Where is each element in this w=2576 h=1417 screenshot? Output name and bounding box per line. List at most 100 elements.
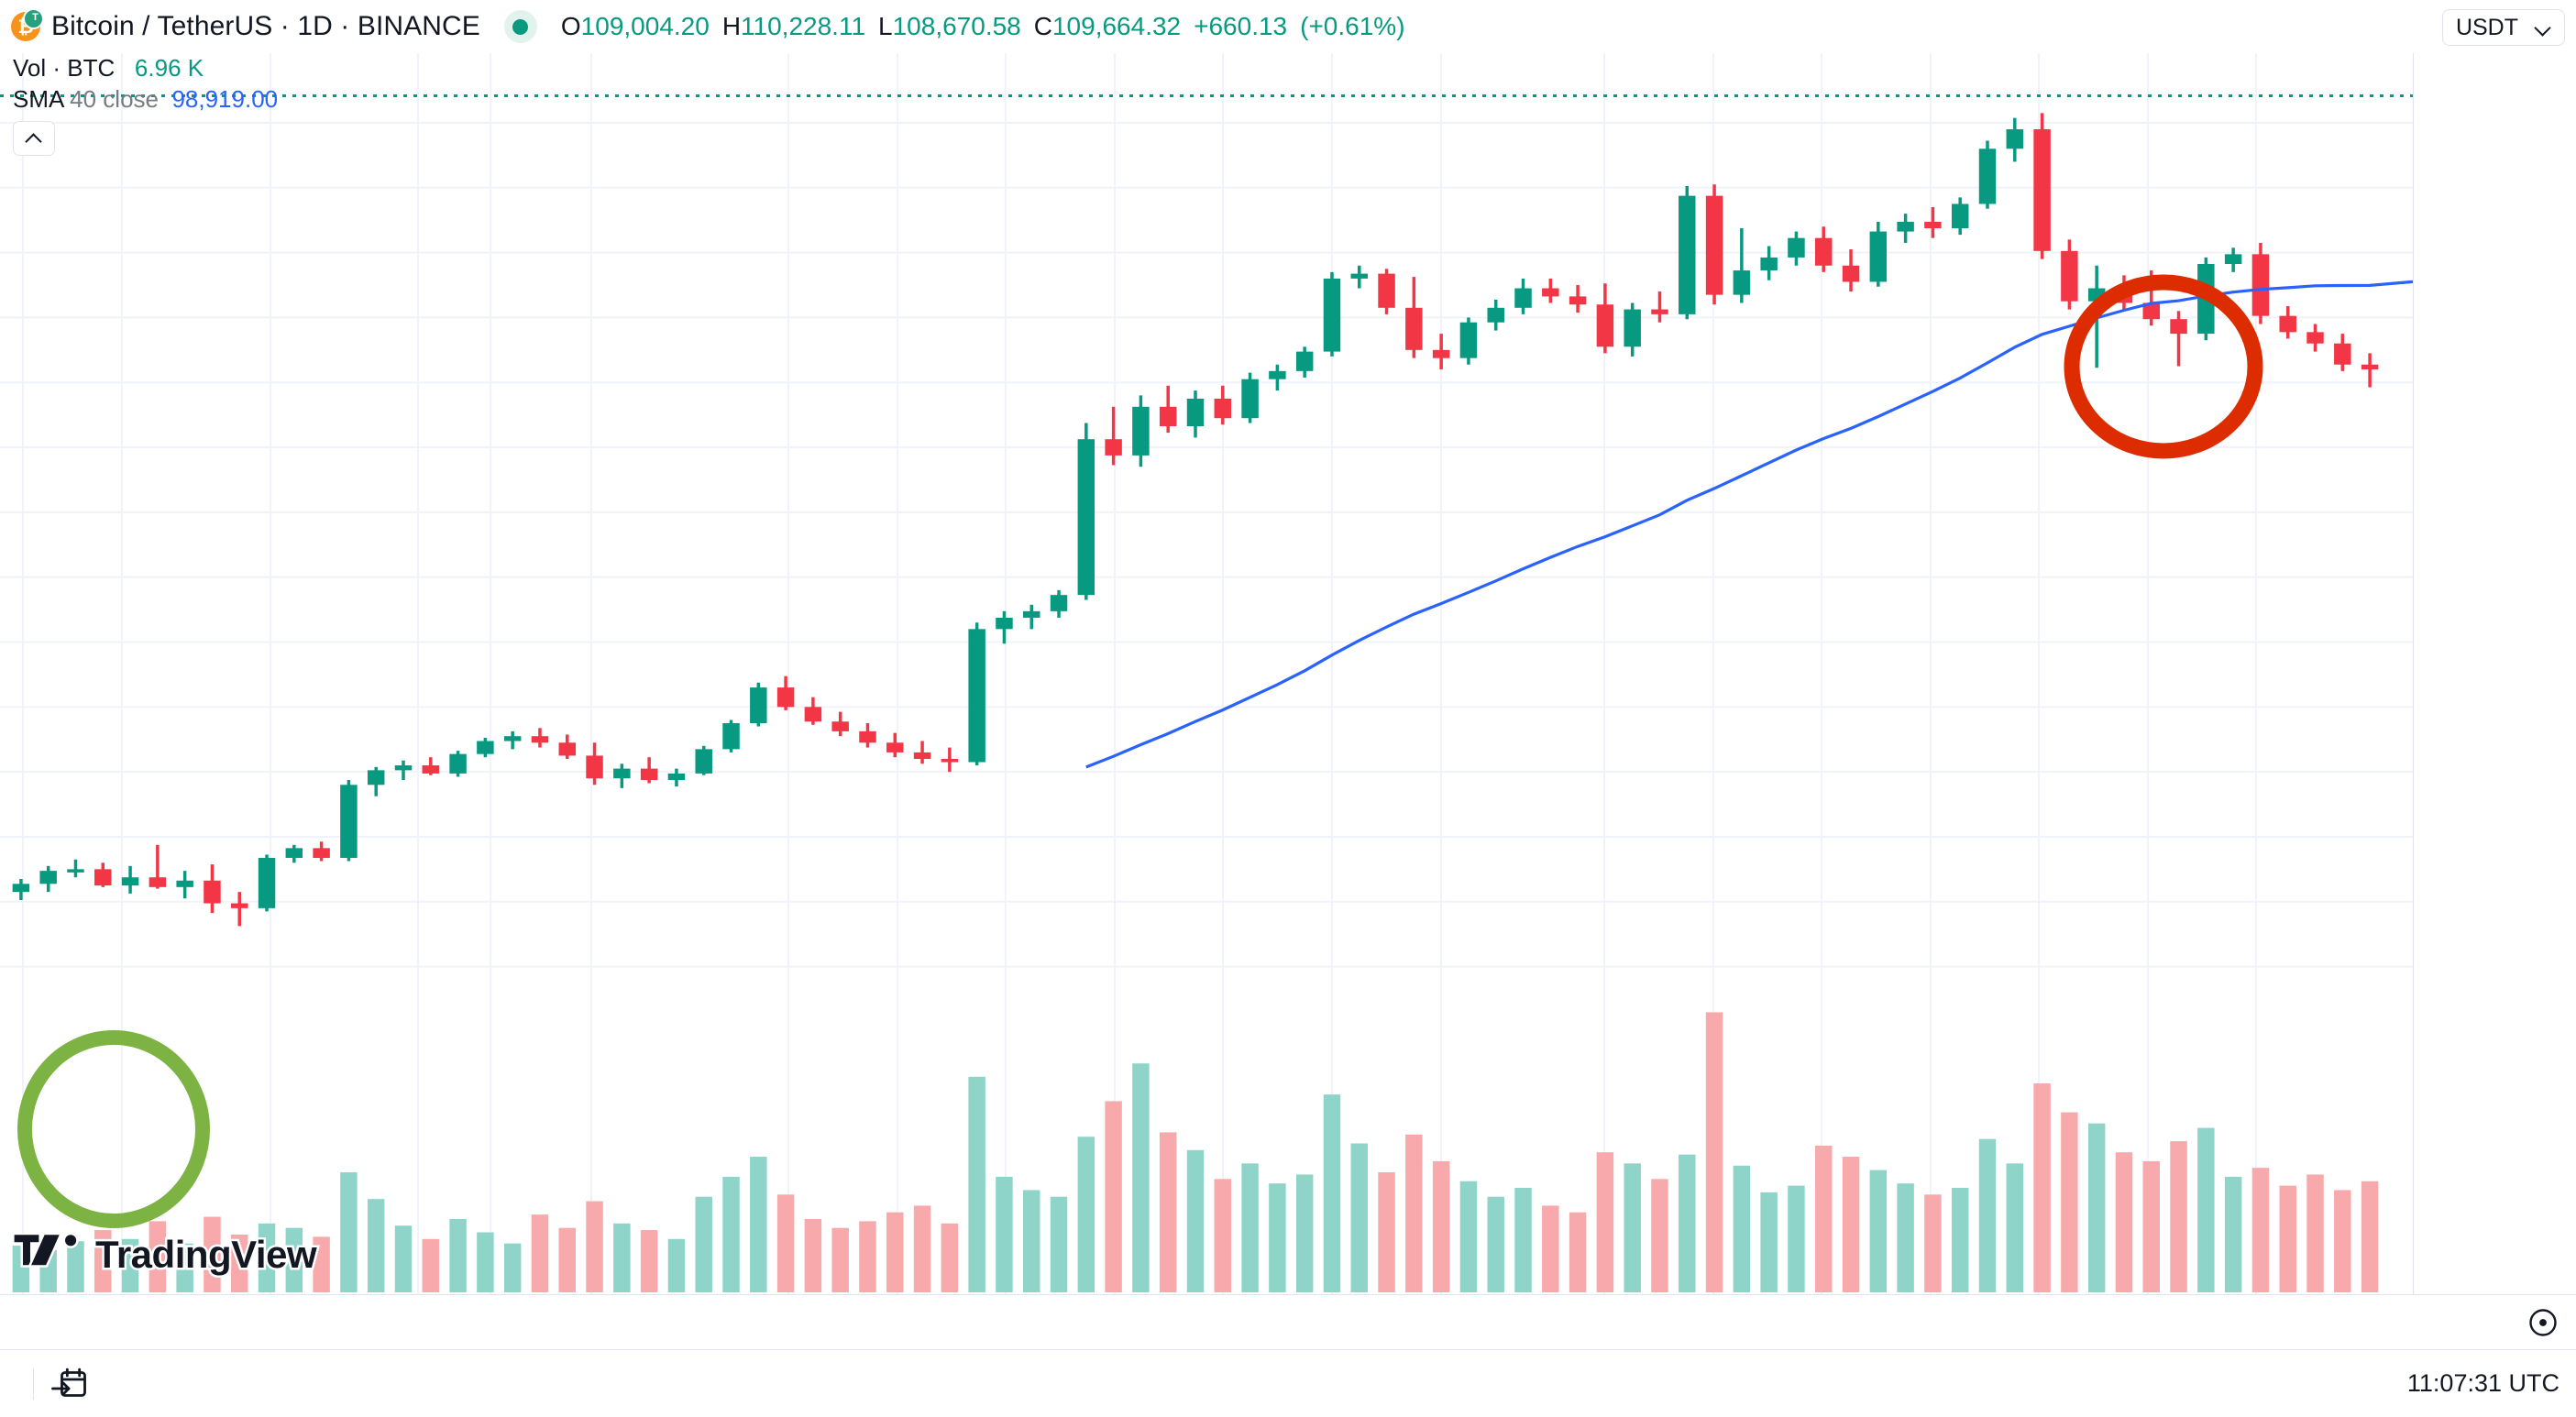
candle-body (640, 768, 658, 780)
volume-bar (39, 1249, 57, 1292)
volume-bar (1323, 1094, 1341, 1292)
volume-bar (1405, 1134, 1423, 1292)
candle-body (2251, 254, 2270, 316)
volume-bar (394, 1225, 413, 1292)
high-value: 110,228.11 (741, 12, 866, 40)
sma-line (1085, 280, 2413, 769)
volume-bar (640, 1230, 658, 1292)
sma-legend[interactable]: SMA 40 close 98,919.00 (13, 86, 278, 112)
candle-body (94, 869, 112, 886)
open-value: 109,004.20 (580, 12, 710, 40)
chart-clock: 11:07:31 UTC (2406, 1369, 2559, 1397)
quote-currency-label: USDT (2455, 14, 2518, 40)
candle-body (2142, 302, 2160, 320)
candle-body (722, 723, 740, 750)
volume-bar (2197, 1127, 2215, 1292)
volume-bar (1897, 1183, 1914, 1292)
quote-currency-select[interactable]: USDT (2441, 9, 2565, 46)
change-percent: (+0.61%) (1300, 12, 1405, 40)
volume-bar (2115, 1152, 2133, 1292)
volume-bar (613, 1223, 631, 1292)
volume-bar (1760, 1192, 1778, 1292)
volume-bar (531, 1214, 549, 1292)
candle-body (558, 742, 576, 756)
candle-body (1269, 370, 1286, 379)
volume-bar (1487, 1196, 1504, 1292)
crosshair-target-icon[interactable] (2526, 1306, 2559, 1339)
volume-bar (1269, 1183, 1286, 1292)
volume-bar (2087, 1123, 2106, 1292)
candle-body (2006, 129, 2024, 149)
candle-body (1624, 309, 1641, 347)
close-label: C (1033, 12, 1052, 40)
volume-bar (285, 1227, 303, 1292)
volume-bar (2306, 1174, 2324, 1292)
candle-body (913, 752, 931, 759)
candle-body (804, 707, 822, 722)
volume-bar (367, 1199, 385, 1292)
volume-bar (1132, 1063, 1150, 1292)
price-axis[interactable] (2413, 0, 2576, 1294)
chart-legend: Vol · BTC 6.96 K SMA 40 close 98,919.00 (13, 55, 278, 157)
market-status-indicator[interactable] (503, 10, 537, 43)
candle-body (149, 877, 167, 887)
volume-bar (1241, 1163, 1259, 1292)
candle-body (613, 768, 631, 779)
volume-bar (886, 1212, 904, 1292)
death-cross-circle (2064, 274, 2263, 459)
volume-bar (558, 1227, 576, 1292)
volume-bar (2224, 1176, 2242, 1292)
change-value: +660.13 (1194, 12, 1288, 40)
candle-body (695, 749, 712, 774)
volume-bar (149, 1221, 167, 1292)
sma-legend-label: SMA (13, 85, 63, 114)
candle-body (1897, 221, 1914, 232)
candle-body (1542, 288, 1559, 297)
volume-bar (1050, 1196, 1068, 1292)
volume-bar (667, 1238, 686, 1292)
tether-glyph: T (32, 11, 39, 23)
volume-bar (176, 1243, 193, 1292)
volume-bar (231, 1234, 248, 1292)
volume-legend[interactable]: Vol · BTC 6.96 K (13, 55, 278, 81)
volume-bar (1978, 1138, 1997, 1292)
volume-bar (1869, 1170, 1888, 1292)
candle-body (449, 753, 467, 774)
volume-bar (1651, 1179, 1668, 1292)
candle-body (1733, 270, 1751, 295)
candle-body (258, 857, 276, 908)
candle-body (1596, 304, 1614, 347)
volume-bar (1023, 1190, 1040, 1292)
candle-body (367, 770, 385, 785)
candle-body (121, 877, 139, 886)
volume-bar (1542, 1205, 1559, 1292)
chart-canvas[interactable] (0, 0, 2413, 1294)
candle-body (1077, 439, 1095, 596)
candle-body (1378, 273, 1395, 308)
candle-body (1951, 203, 1969, 229)
toolbar-divider (33, 1368, 34, 1400)
time-axis[interactable] (0, 1294, 2576, 1349)
candle-body (1651, 309, 1668, 314)
candle-body (1815, 237, 1833, 266)
candle-body (1459, 322, 1478, 358)
candle-body (285, 848, 303, 858)
candle-body (204, 880, 221, 904)
volume-bar (1705, 1012, 1723, 1292)
sma-legend-value: 98,919.00 (171, 85, 279, 114)
low-label: L (878, 12, 893, 40)
candle-body (1924, 221, 1942, 229)
volume-bar (204, 1216, 221, 1292)
candle-body (340, 785, 358, 858)
symbol-title[interactable]: Bitcoin / TetherUS · 1D · BINANCE (51, 11, 480, 41)
volume-bar (804, 1218, 822, 1292)
market-open-dot (512, 18, 529, 35)
collapse-legend-button[interactable] (13, 121, 55, 157)
volume-bar (1679, 1154, 1696, 1292)
goto-date-calendar-icon[interactable] (50, 1366, 87, 1402)
volume-bar (1951, 1188, 1969, 1292)
close-value: 109,664.32 (1051, 12, 1182, 40)
volume-bar (941, 1223, 959, 1292)
candle-body (394, 765, 413, 771)
volume-bar (1569, 1212, 1587, 1292)
